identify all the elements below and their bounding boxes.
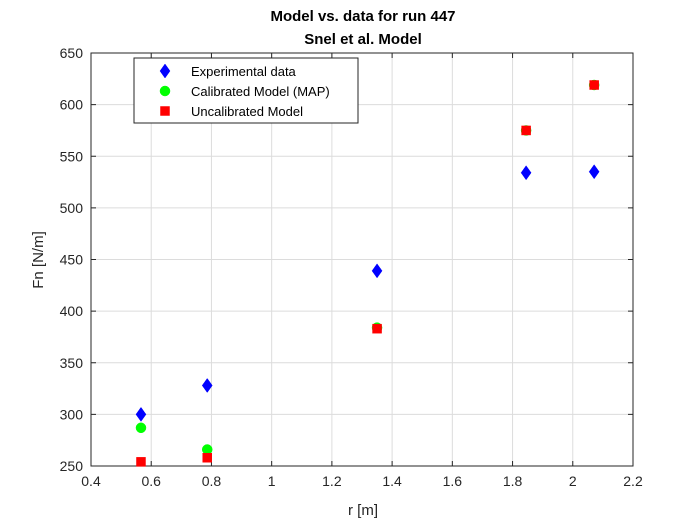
data-point-square	[136, 457, 146, 467]
x-tick-label: 2.2	[623, 473, 643, 489]
legend-box	[133, 57, 359, 124]
data-point-diamond	[135, 406, 147, 422]
data-point-diamond	[588, 164, 600, 180]
y-tick-label: 500	[60, 200, 84, 216]
y-axis-label: Fn [N/m]	[30, 231, 47, 289]
legend-label: Calibrated Model (MAP)	[191, 84, 330, 99]
data-point-diamond	[201, 378, 213, 393]
legend-marker-diamond	[159, 63, 171, 79]
series-diamond	[135, 164, 600, 422]
y-tick-label: 600	[60, 97, 84, 113]
series-square	[136, 80, 599, 467]
x-tick-label: 1.8	[503, 473, 523, 489]
x-tick-label: 1	[268, 473, 276, 489]
x-tick-label: 0.6	[141, 473, 161, 489]
x-tick-label: 1.2	[322, 473, 342, 489]
x-tick-label: 2	[569, 473, 577, 489]
x-tick-label: 0.8	[202, 473, 222, 489]
y-tick-label: 650	[60, 45, 84, 61]
y-tick-label: 400	[60, 303, 84, 319]
x-axis-label: r [m]	[348, 502, 378, 519]
legend-label: Uncalibrated Model	[191, 104, 303, 119]
data-point-square	[372, 323, 382, 334]
plot-area: 0.4 0.6 0.8 1 1.2 1.4 1.6 1.8 2 2.2 250 300 350 400 45…	[60, 45, 643, 489]
legend-label: Experimental data	[191, 64, 297, 79]
y-tick-label: 350	[60, 355, 84, 371]
legend-marker-square	[160, 106, 170, 116]
y-tick-label: 550	[60, 148, 84, 164]
data-point-diamond	[371, 263, 383, 279]
chart-title: Model vs. data for run 447	[270, 8, 455, 25]
data-point-circle	[201, 444, 213, 455]
y-tick-label: 300	[60, 406, 84, 422]
data-point-square	[589, 80, 599, 90]
y-tick-label: 450	[60, 252, 84, 268]
x-tick-label: 1.4	[382, 473, 402, 489]
x-tick-label: 0.4	[81, 473, 101, 489]
data-point-square	[202, 452, 212, 463]
legend-marker-circle	[159, 85, 171, 97]
data-point-square	[521, 125, 531, 136]
data-point-circle	[135, 422, 147, 434]
chart-subtitle: Snel et al. Model	[304, 31, 422, 48]
y-tick-label: 250	[60, 458, 84, 474]
data-point-diamond	[520, 165, 532, 181]
x-tick-label: 1.6	[443, 473, 463, 489]
legend: Experimental data Calibrated Model (MAP) U…	[133, 57, 359, 124]
